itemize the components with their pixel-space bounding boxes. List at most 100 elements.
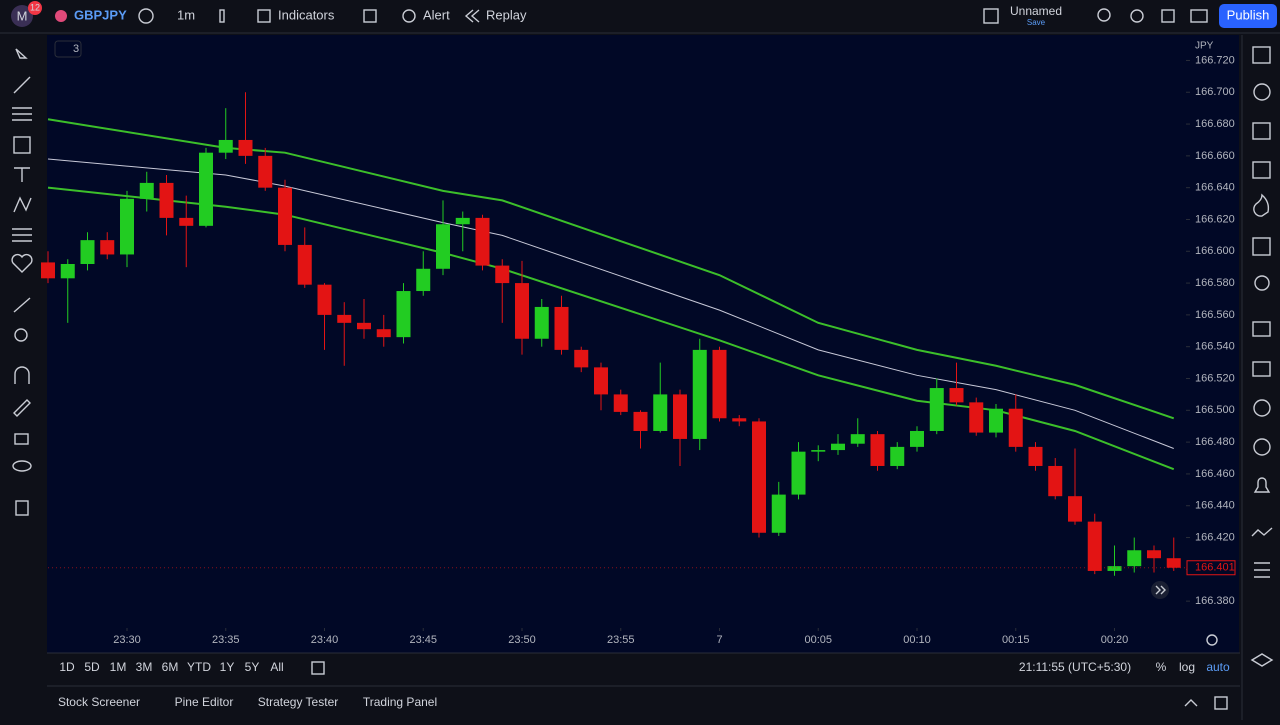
candle-body (357, 322, 371, 330)
panel-tab[interactable]: Strategy Tester (258, 695, 338, 709)
candle-body (752, 421, 766, 533)
replay[interactable]: Replay (486, 7, 527, 22)
cursor-tool[interactable] (15, 48, 28, 59)
candle-body (159, 182, 174, 218)
range-button[interactable]: 3M (136, 660, 153, 674)
forecast-tool[interactable] (12, 228, 32, 242)
calendar-icon[interactable] (1252, 161, 1271, 179)
favorites-tool[interactable] (11, 253, 33, 273)
fullscreen-icon[interactable] (1161, 9, 1175, 23)
clock: 21:11:55 (UTC+5:30) (1019, 660, 1131, 674)
news-icon[interactable] (1252, 122, 1271, 140)
publish-button[interactable] (1219, 4, 1277, 28)
alert[interactable]: Alert (423, 7, 450, 22)
hotlist-icon[interactable] (1253, 193, 1270, 217)
range-button[interactable]: 5D (84, 660, 100, 674)
date-range-icon[interactable] (311, 661, 325, 675)
auto-toggle[interactable]: auto (1206, 660, 1230, 674)
add-icon[interactable] (138, 8, 154, 24)
shape-tool[interactable] (13, 136, 31, 154)
panel-tab[interactable]: Stock Screener (58, 695, 140, 709)
zoom-tool[interactable] (14, 328, 28, 342)
text-tool[interactable] (14, 167, 30, 182)
candle-body (692, 349, 707, 439)
save[interactable]: Save (1027, 18, 1046, 27)
panel-tab[interactable]: Trading Panel (363, 695, 437, 709)
avatar[interactable] (11, 5, 33, 27)
y-tick-label: 166.720 (1195, 54, 1235, 66)
y-tick-label: 166.580 (1195, 277, 1235, 289)
templates-icon[interactable] (363, 9, 377, 23)
ruler-tool[interactable] (13, 297, 31, 313)
candle-body (1008, 408, 1023, 447)
log-toggle[interactable]: log (1179, 660, 1195, 674)
indicators[interactable]: Indicators (278, 7, 335, 22)
delete-tool[interactable] (15, 500, 29, 516)
search-icon[interactable] (1097, 8, 1111, 22)
range-button[interactable]: 1D (59, 660, 75, 674)
candle-body (1068, 496, 1082, 522)
candle-body (258, 155, 273, 188)
candle-body (80, 240, 95, 265)
candle-body (633, 411, 648, 431)
ideas-icon[interactable] (1254, 275, 1270, 291)
datawindow-icon[interactable] (1252, 237, 1271, 256)
x-tick-label: 23:50 (508, 634, 536, 646)
interval[interactable]: 1m (177, 7, 195, 22)
candle-body (416, 268, 431, 292)
chart-type-icon[interactable] (219, 9, 225, 23)
x-tick-label: 23:55 (607, 634, 635, 646)
range-button[interactable]: 6M (162, 660, 179, 674)
symbol[interactable]: GBPJPY (74, 7, 127, 22)
lock-tool[interactable] (14, 433, 29, 445)
range-button[interactable]: All (270, 660, 283, 674)
x-tick-label: 00:20 (1101, 634, 1129, 646)
candle-body (376, 329, 391, 338)
range-button[interactable]: 1M (110, 660, 127, 674)
range-button[interactable]: YTD (187, 660, 211, 674)
trend-icon[interactable] (1251, 527, 1273, 537)
stream-icon[interactable] (1253, 438, 1271, 456)
chat-icon[interactable] (1252, 321, 1271, 337)
y-tick-label: 166.380 (1195, 595, 1235, 607)
settings-icon[interactable] (1130, 9, 1144, 23)
x-tick-label: 00:05 (804, 634, 832, 646)
range-button[interactable]: 5Y (245, 660, 260, 674)
magnet-tool[interactable] (14, 366, 30, 384)
layout-name[interactable]: Unnamed (1010, 4, 1062, 18)
collapse-icon[interactable] (1184, 699, 1198, 707)
axis-settings[interactable] (1206, 634, 1218, 646)
candle-body (534, 306, 549, 339)
hide-tool[interactable] (12, 460, 32, 472)
panel-tab[interactable]: Pine Editor (175, 695, 234, 709)
alerts-icon[interactable] (1253, 83, 1271, 101)
candle-body (712, 349, 727, 419)
snapshot-icon[interactable] (1190, 9, 1208, 23)
maximize-icon[interactable] (1214, 696, 1228, 710)
currency[interactable]: JPY (1195, 41, 1214, 52)
notifications-icon[interactable] (1253, 477, 1271, 493)
layout-icon[interactable] (983, 8, 999, 24)
candle-body (1147, 550, 1161, 559)
signals-icon[interactable] (1253, 399, 1271, 417)
y-tick-label: 166.660 (1195, 150, 1235, 162)
candle-body (199, 152, 213, 226)
menu-icon[interactable] (1254, 562, 1270, 578)
pattern-tool[interactable] (13, 196, 32, 213)
layers-icon[interactable] (1250, 653, 1274, 667)
legend-toggle[interactable] (54, 40, 82, 58)
range-button[interactable]: 1Y (220, 660, 235, 674)
watchlist-icon[interactable] (1252, 46, 1271, 64)
indicators-icon (257, 9, 271, 23)
percent-toggle[interactable]: % (1156, 660, 1167, 674)
candle-body (436, 224, 450, 269)
trendline-tool[interactable] (13, 76, 31, 94)
candle-body (850, 434, 865, 444)
candle-body (673, 394, 687, 439)
fib-tool[interactable] (12, 107, 32, 121)
notes-icon[interactable] (1252, 361, 1271, 377)
last-price-box (1186, 560, 1236, 576)
candle-body (1107, 566, 1122, 571)
drawing-mode-tool[interactable] (13, 399, 31, 417)
candle-body (139, 182, 154, 199)
